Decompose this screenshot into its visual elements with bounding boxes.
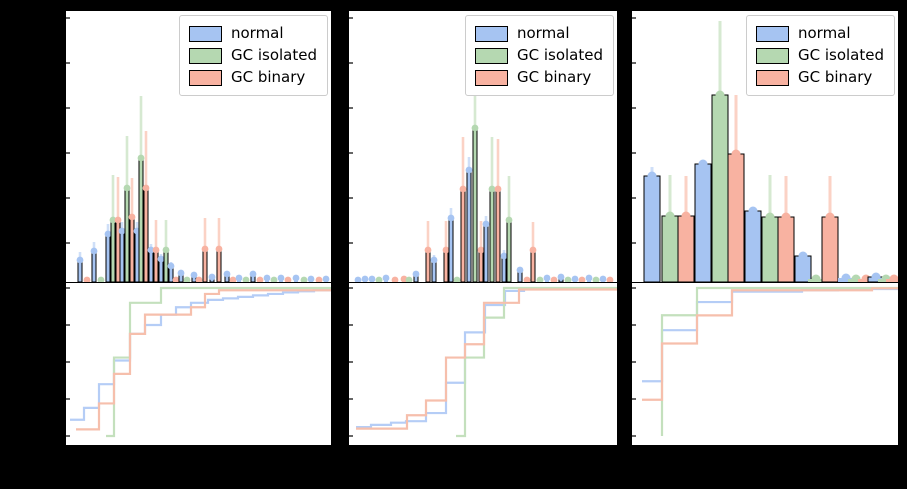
legend-swatch-normal: [474, 25, 508, 42]
histogram-plot-3: [632, 17, 898, 282]
legend-swatch-gc-binary: [188, 69, 222, 86]
legend-entry-normal: normal: [188, 24, 317, 43]
legend-swatch-normal: [755, 25, 789, 42]
histogram-axes-3: normal GC isolated GC binary: [631, 10, 899, 283]
legend-2: normal GC isolated GC binary: [464, 15, 614, 96]
legend-1: normal GC isolated GC binary: [178, 15, 328, 96]
legend-entry-gc-binary: GC binary: [188, 68, 317, 87]
ecdf-plot-1: [66, 286, 331, 438]
histogram-axes-2: normal GC isolated GC binary: [348, 10, 618, 283]
histogram-plot-1: [66, 17, 330, 282]
legend-entry-gc-isolated: GC isolated: [474, 46, 603, 65]
legend-swatch-gc-isolated: [474, 47, 508, 64]
legend-swatch-normal: [188, 25, 222, 42]
histogram-plot-2: [349, 17, 614, 282]
legend-swatch-gc-isolated: [188, 47, 222, 64]
legend-label: GC isolated: [516, 46, 603, 64]
legend-entry-gc-isolated: GC isolated: [755, 46, 884, 65]
legend-entry-gc-binary: GC binary: [474, 68, 603, 87]
legend-entry-normal: normal: [474, 24, 603, 43]
ecdf-axes-1: [65, 283, 332, 446]
legend-label: normal: [797, 24, 851, 42]
legend-swatch-gc-binary: [755, 69, 789, 86]
legend-label: normal: [230, 24, 284, 42]
ecdf-axes-2: [348, 283, 618, 446]
legend-label: GC isolated: [797, 46, 884, 64]
legend-label: GC binary: [516, 68, 592, 86]
ecdf-axes-3: [631, 283, 899, 446]
legend-label: normal: [516, 24, 570, 42]
legend-swatch-gc-isolated: [755, 47, 789, 64]
legend-entry-gc-binary: GC binary: [755, 68, 884, 87]
legend-label: GC binary: [797, 68, 873, 86]
legend-label: GC binary: [230, 68, 306, 86]
ecdf-plot-3: [632, 286, 898, 437]
legend-label: GC isolated: [230, 46, 317, 64]
legend-entry-normal: normal: [755, 24, 884, 43]
legend-swatch-gc-binary: [474, 69, 508, 86]
histogram-axes-1: normal GC isolated GC binary: [65, 10, 332, 283]
ecdf-plot-2: [349, 286, 617, 438]
legend-entry-gc-isolated: GC isolated: [188, 46, 317, 65]
legend-3: normal GC isolated GC binary: [745, 15, 895, 96]
